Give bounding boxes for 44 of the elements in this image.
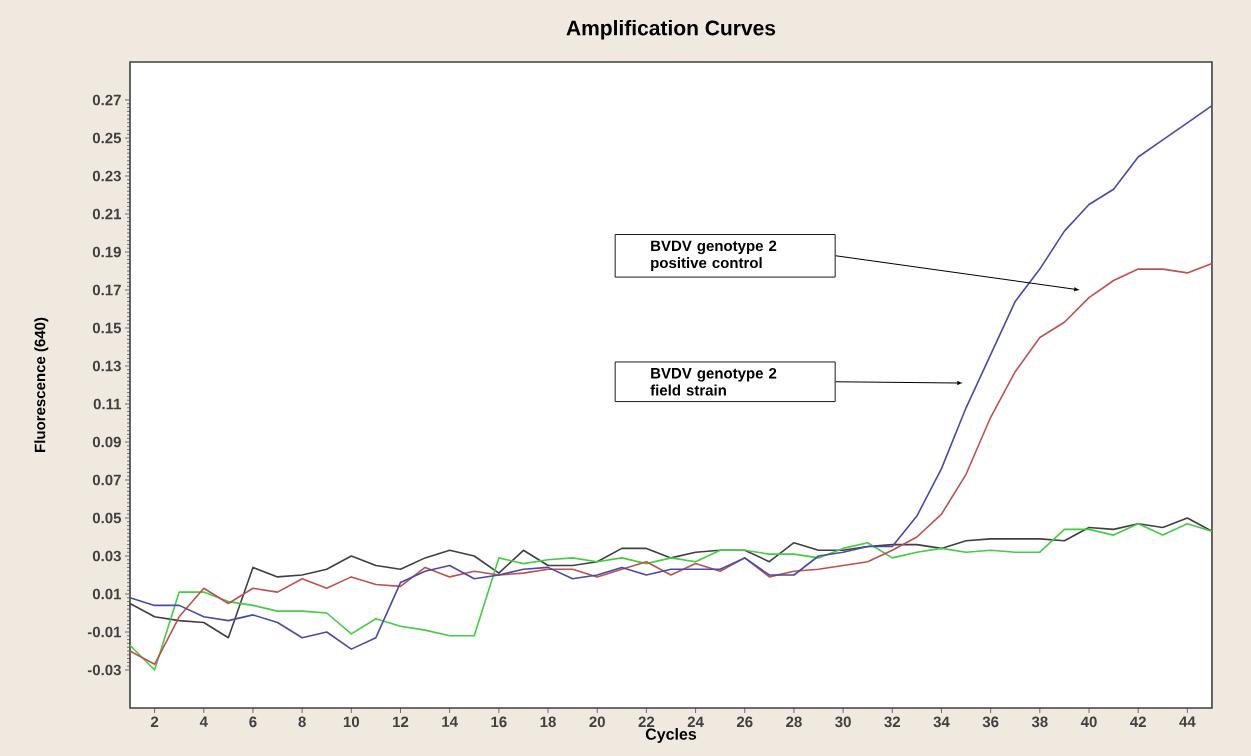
x-tick-label: 2 [150, 716, 159, 728]
x-tick-label: 44 [1179, 716, 1196, 727]
x-tick-label: 38 [1031, 716, 1048, 728]
y-tick-label: -0.03 [87, 664, 121, 676]
x-tick-label: 10 [343, 716, 360, 728]
x-tick-label: 22 [638, 716, 655, 728]
x-tick-label: 30 [835, 716, 851, 728]
y-tick-label: -0.01 [87, 626, 122, 638]
x-tick-label: 6 [249, 716, 257, 728]
annotation: BVDV genotype 2 positive control [651, 240, 777, 272]
y-tick-label: 0.27 [92, 94, 121, 106]
y-tick-label: 0.15 [92, 322, 122, 334]
y-tick-label: 0.05 [92, 512, 122, 524]
x-tick-label: 18 [540, 716, 556, 728]
y-axis-title: Fluorescence (640) [34, 317, 49, 452]
x-tick-label: 14 [442, 716, 458, 727]
y-tick-label: 0.19 [92, 246, 121, 258]
x-tick-label: 16 [491, 716, 507, 728]
x-tick-label: 26 [736, 716, 753, 728]
y-tick-label: 0.01 [92, 588, 122, 600]
x-tick-label: 20 [589, 716, 605, 728]
x-tick-label: 36 [982, 716, 999, 728]
y-tick-label: 0.25 [92, 132, 122, 144]
x-axis-title: Cycles [645, 728, 697, 743]
y-tick-label: 0.07 [92, 474, 121, 486]
x-tick-label: 28 [786, 716, 802, 728]
y-tick-label: 0.03 [92, 550, 121, 562]
x-tick-label: 32 [884, 716, 901, 728]
x-tick-label: 12 [393, 716, 409, 728]
y-tick-label: 0.13 [92, 360, 121, 372]
x-tick-label: 4 [199, 716, 208, 727]
line-series [129, 522, 1213, 671]
x-tick-label: 42 [1130, 716, 1146, 728]
x-tick-label: 40 [1080, 716, 1097, 728]
y-tick-label: 0.11 [93, 398, 122, 410]
chart-title: Amplification Curves [566, 19, 776, 40]
y-tick-label: 0.21 [92, 208, 122, 220]
y-tick-label: 0.23 [92, 170, 121, 182]
annotation: BVDV genotype 2 field strain [650, 367, 777, 396]
y-tick-label: 0.09 [92, 436, 121, 448]
y-tick-label: 0.17 [92, 284, 121, 296]
x-tick-label: 8 [298, 716, 306, 728]
x-tick-label: 24 [687, 716, 704, 728]
x-tick-label: 34 [933, 716, 950, 728]
